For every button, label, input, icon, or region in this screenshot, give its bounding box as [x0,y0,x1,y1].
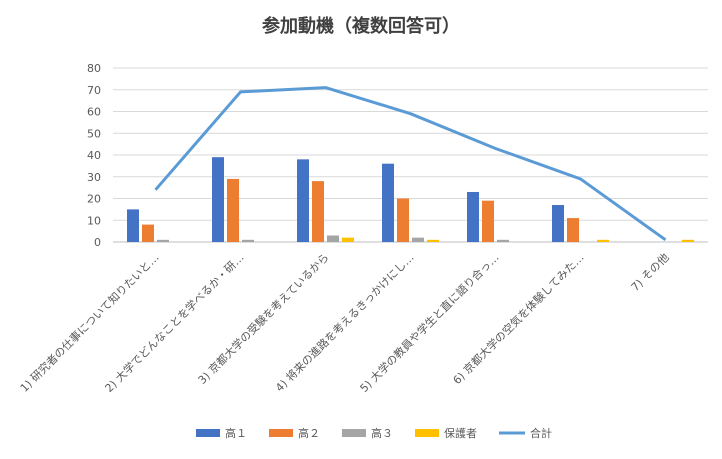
legend-swatch [269,429,293,437]
bar-保護者-6 [682,239,694,242]
y-tick-label: 80 [87,62,101,75]
legend-swatch [196,429,220,437]
bar-高１-2 [297,159,309,242]
bar-高３-1 [242,239,254,242]
x-category-label: 3) 京都大学の受験を考えているから [195,250,332,387]
bar-高２-3 [397,198,409,242]
y-tick-label: 70 [87,84,101,97]
y-tick-label: 20 [87,193,101,206]
y-tick-label: 50 [87,127,101,140]
bar-高１-1 [212,157,224,242]
x-category-label: 6) 京都大学の空気を体験してみた… [450,250,587,387]
y-tick-label: 60 [87,106,101,119]
legend-label: 高２ [298,426,320,440]
bar-高１-0 [127,209,139,242]
y-tick-label: 30 [87,171,101,184]
bar-高１-4 [467,191,479,242]
legend-swatch [342,429,366,437]
x-category-label: 2) 大学でどんなことを学べるか・研… [102,250,247,395]
bar-高２-5 [567,218,579,242]
x-category-label: 5) 大学の教員や学生と直に語り合っ… [357,250,502,395]
bar-高１-3 [382,163,394,242]
bar-高２-1 [227,178,239,242]
x-category-label: 7) その他 [629,251,672,294]
legend-label: 保護者 [444,426,477,440]
bar-高３-4 [497,239,509,242]
x-category-label: 4) 将来の進路を考えるきっかけにし… [273,251,417,395]
chart-title: 参加動機（複数回答可） [262,16,460,37]
legend-label: 合計 [530,426,552,440]
y-tick-label: 0 [94,236,101,249]
bar-高３-3 [412,237,424,242]
bar-高１-5 [552,205,564,242]
bar-高２-0 [142,224,154,242]
bar-保護者-2 [342,237,354,242]
legend-label: 高１ [225,426,247,440]
y-tick-label: 10 [87,214,101,227]
legend-label: 高３ [371,426,393,440]
bar-保護者-5 [597,239,609,242]
bar-高３-2 [327,235,339,242]
x-category-label: 1) 研究者の仕事について知りたいと… [17,250,162,395]
bar-保護者-3 [427,239,439,242]
legend-swatch [415,429,439,437]
bar-高３-0 [157,239,169,242]
bar-高２-2 [312,181,324,242]
series-line-total [154,86,667,242]
bar-高２-4 [482,200,494,242]
y-tick-label: 40 [87,149,101,162]
